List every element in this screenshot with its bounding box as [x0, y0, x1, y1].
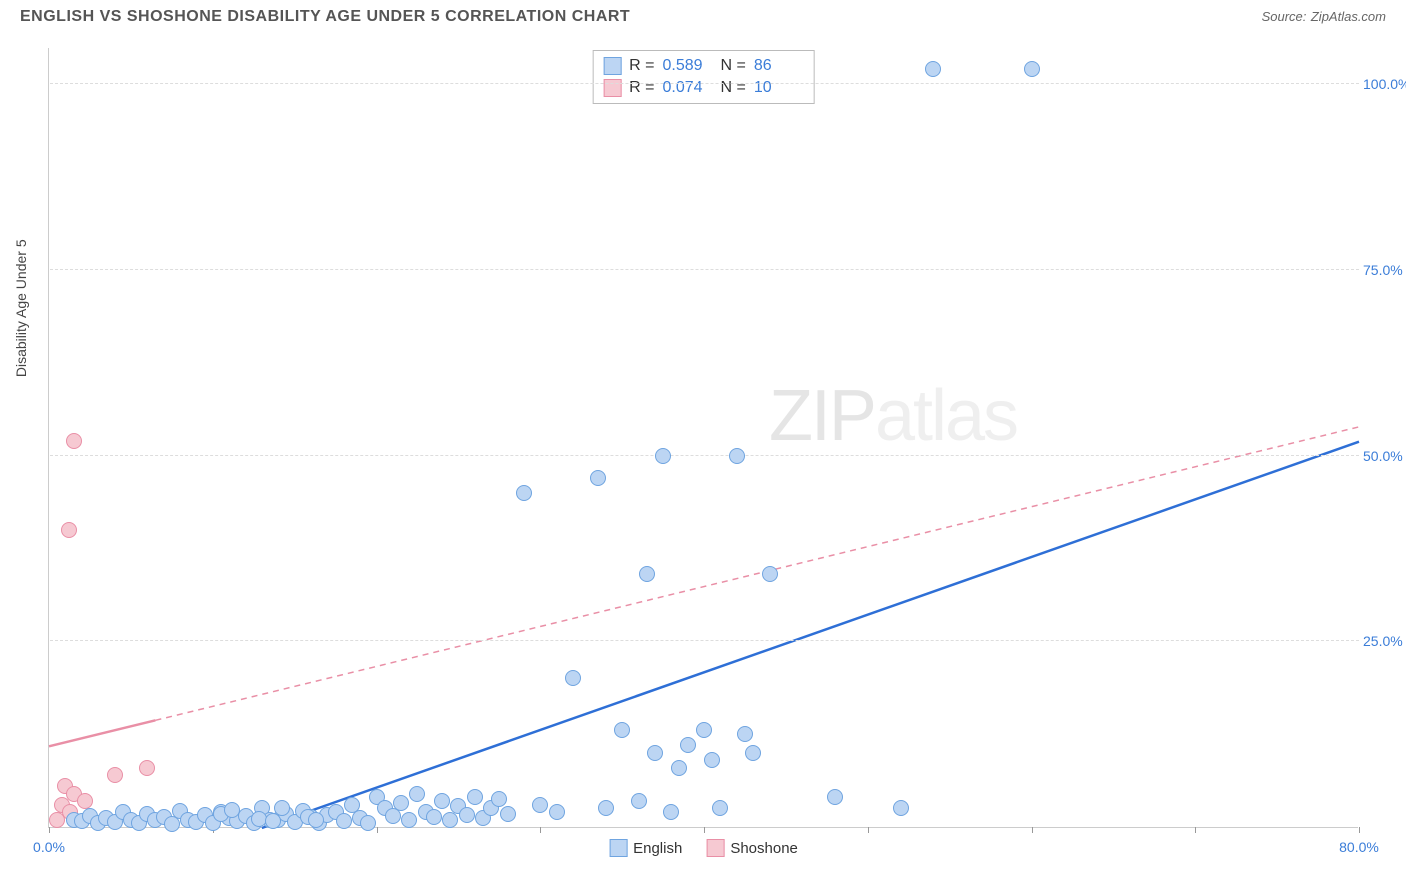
data-point-english	[925, 61, 941, 77]
data-point-english	[680, 737, 696, 753]
trend-line	[49, 720, 155, 746]
stats-box: R = 0.589 N = 86 R = 0.074 N = 10	[592, 50, 815, 104]
data-point-shoshone	[66, 433, 82, 449]
data-point-english	[274, 800, 290, 816]
data-point-english	[434, 793, 450, 809]
data-point-english	[598, 800, 614, 816]
source-label: Source:	[1262, 9, 1307, 24]
data-point-english	[590, 470, 606, 486]
watermark: ZIPatlas	[769, 375, 1017, 457]
data-point-english	[827, 789, 843, 805]
n-value-english: 86	[754, 57, 804, 75]
legend-item-shoshone: Shoshone	[706, 839, 798, 857]
data-point-english	[532, 797, 548, 813]
y-axis-label: Disability Age Under 5	[13, 239, 29, 377]
x-tick	[1032, 827, 1033, 833]
data-point-english	[360, 815, 376, 831]
swatch-english	[603, 57, 621, 75]
data-point-english	[442, 812, 458, 828]
data-point-english	[671, 760, 687, 776]
x-tick-label: 0.0%	[33, 839, 65, 855]
data-point-english	[704, 752, 720, 768]
legend-label-shoshone: Shoshone	[730, 840, 798, 857]
trend-lines	[49, 48, 1358, 827]
x-tick-label: 80.0%	[1339, 839, 1379, 855]
data-point-shoshone	[61, 522, 77, 538]
data-point-english	[639, 566, 655, 582]
data-point-english	[336, 813, 352, 829]
r-value-english: 0.589	[663, 57, 713, 75]
x-tick	[1195, 827, 1196, 833]
data-point-english	[393, 795, 409, 811]
legend-item-english: English	[609, 839, 682, 857]
data-point-shoshone	[107, 767, 123, 783]
swatch-shoshone	[706, 839, 724, 857]
n-value-shoshone: 10	[754, 79, 804, 97]
data-point-english	[516, 485, 532, 501]
data-point-english	[762, 566, 778, 582]
data-point-english	[409, 786, 425, 802]
gridline	[50, 640, 1359, 641]
swatch-shoshone	[603, 79, 621, 97]
data-point-english	[426, 809, 442, 825]
r-label: R =	[629, 57, 654, 75]
data-point-english	[631, 793, 647, 809]
y-tick-label: 100.0%	[1363, 76, 1406, 92]
data-point-english	[459, 807, 475, 823]
data-point-english	[251, 811, 267, 827]
watermark-bold: ZIP	[769, 376, 875, 456]
data-point-english	[614, 722, 630, 738]
n-label: N =	[721, 79, 746, 97]
data-point-english	[549, 804, 565, 820]
data-point-english	[500, 806, 516, 822]
data-point-english	[655, 448, 671, 464]
data-point-english	[565, 670, 581, 686]
trend-line	[155, 427, 1359, 720]
x-tick	[540, 827, 541, 833]
data-point-shoshone	[139, 760, 155, 776]
data-point-english	[647, 745, 663, 761]
data-point-english	[308, 812, 324, 828]
gridline	[50, 455, 1359, 456]
data-point-english	[663, 804, 679, 820]
scatter-chart: Disability Age Under 5 ZIPatlas R = 0.58…	[48, 48, 1358, 828]
trend-line	[262, 442, 1359, 828]
y-tick-label: 25.0%	[1363, 633, 1406, 649]
data-point-english	[745, 745, 761, 761]
source-value: ZipAtlas.com	[1311, 9, 1386, 24]
x-tick	[868, 827, 869, 833]
data-point-english	[401, 812, 417, 828]
data-point-english	[491, 791, 507, 807]
data-point-shoshone	[77, 793, 93, 809]
y-tick-label: 50.0%	[1363, 448, 1406, 464]
swatch-english	[609, 839, 627, 857]
data-point-english	[224, 802, 240, 818]
watermark-light: atlas	[875, 376, 1017, 456]
legend-label-english: English	[633, 840, 682, 857]
stats-row-shoshone: R = 0.074 N = 10	[603, 77, 804, 99]
r-value-shoshone: 0.074	[663, 79, 713, 97]
source: Source: ZipAtlas.com	[1262, 8, 1386, 26]
data-point-english	[729, 448, 745, 464]
gridline	[50, 269, 1359, 270]
data-point-english	[893, 800, 909, 816]
y-tick-label: 75.0%	[1363, 262, 1406, 278]
gridline	[50, 83, 1359, 84]
r-label: R =	[629, 79, 654, 97]
data-point-english	[737, 726, 753, 742]
x-tick	[377, 827, 378, 833]
x-tick	[49, 827, 50, 833]
x-tick	[1359, 827, 1360, 833]
x-tick	[704, 827, 705, 833]
data-point-english	[696, 722, 712, 738]
data-point-english	[712, 800, 728, 816]
page-title: ENGLISH VS SHOSHONE DISABILITY AGE UNDER…	[20, 8, 630, 26]
n-label: N =	[721, 57, 746, 75]
data-point-english	[1024, 61, 1040, 77]
data-point-english	[467, 789, 483, 805]
stats-row-english: R = 0.589 N = 86	[603, 55, 804, 77]
legend: English Shoshone	[609, 839, 798, 857]
